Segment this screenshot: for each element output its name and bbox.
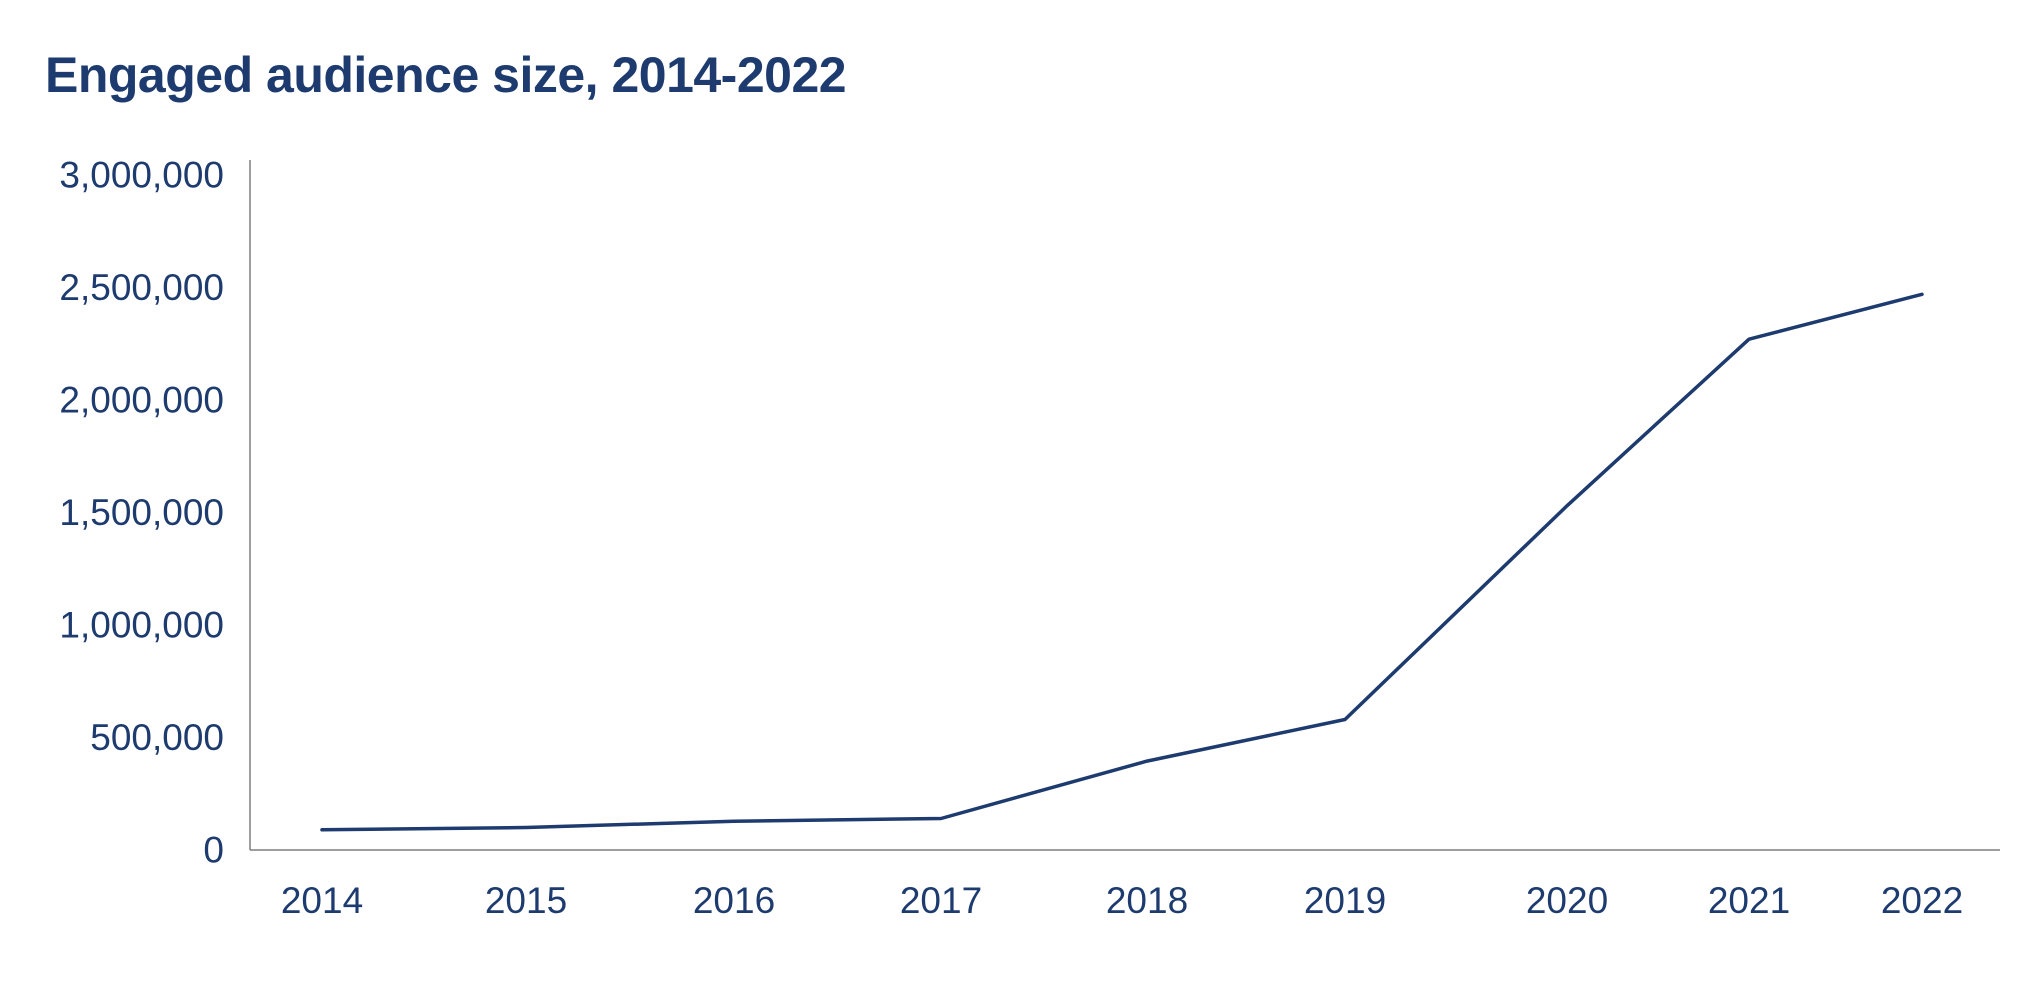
y-tick-label: 2,000,000 xyxy=(59,380,224,421)
x-tick-label: 2019 xyxy=(1304,880,1386,921)
chart-title: Engaged audience size, 2014-2022 xyxy=(45,47,847,103)
y-tick-label: 500,000 xyxy=(90,717,224,758)
y-tick-label: 1,500,000 xyxy=(59,492,224,533)
x-tick-label: 2017 xyxy=(900,880,982,921)
y-tick-label: 1,000,000 xyxy=(59,605,224,646)
x-tick-label: 2014 xyxy=(281,880,363,921)
x-tick-label: 2018 xyxy=(1106,880,1188,921)
x-tick-label: 2022 xyxy=(1881,880,1963,921)
x-tick-label: 2021 xyxy=(1708,880,1790,921)
y-tick-label: 2,500,000 xyxy=(59,267,224,308)
x-tick-label: 2015 xyxy=(485,880,567,921)
y-tick-label: 0 xyxy=(203,830,224,871)
series-line xyxy=(320,292,1924,832)
y-tick-label: 3,000,000 xyxy=(59,155,224,196)
x-tick-label: 2020 xyxy=(1526,880,1608,921)
x-tick-label: 2016 xyxy=(693,880,775,921)
